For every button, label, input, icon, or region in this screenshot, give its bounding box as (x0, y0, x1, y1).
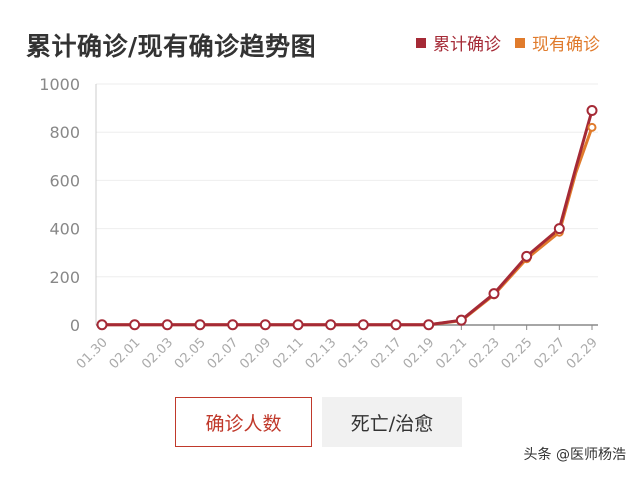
legend-swatch-cumulative (416, 37, 426, 48)
data-point-s0 (390, 319, 402, 331)
x-tick-label: 02.27 (531, 335, 568, 372)
y-tick-label: 200 (49, 268, 80, 287)
data-point-s0 (96, 319, 108, 331)
x-tick-label: 02.09 (237, 335, 274, 372)
series-line-1 (102, 126, 594, 327)
y-tick-label: 400 (49, 220, 80, 239)
line-chart: 0200400600800100001.3002.0102.0302.0502.… (39, 75, 601, 372)
legend-swatch-current (515, 37, 525, 48)
data-point-s0 (455, 314, 467, 326)
data-point-s0 (553, 223, 565, 235)
chart-title: 累计确诊/现有确诊趋势图 (26, 32, 317, 61)
x-tick-label: 02.13 (303, 335, 340, 372)
data-point-s0 (521, 250, 533, 262)
data-point-s0 (586, 105, 598, 117)
data-point-s0 (161, 319, 173, 331)
x-tick-label: 02.15 (335, 335, 372, 372)
y-tick-label: 1000 (39, 75, 80, 94)
x-tick-label: 02.07 (205, 335, 242, 372)
x-tick-label: 02.25 (499, 335, 536, 372)
watermark: 头条 @医师杨浩 (523, 447, 626, 463)
x-tick-label: 02.19 (401, 335, 438, 372)
legend-item-current[interactable]: 现有确诊 (515, 30, 600, 55)
deaths-recoveries-button[interactable]: 死亡/治愈 (322, 397, 462, 447)
data-point-s0 (259, 319, 271, 331)
x-tick-label: 02.03 (139, 335, 176, 372)
data-point-s0 (292, 319, 304, 331)
x-tick-label: 02.17 (368, 335, 405, 372)
legend-label-current: 现有确诊 (532, 35, 600, 55)
x-tick-label: 01.30 (74, 335, 111, 372)
data-point-s0 (423, 319, 435, 331)
chart-legend: 累计确诊 现有确诊 (416, 30, 600, 55)
x-tick-label: 02.29 (564, 335, 601, 372)
x-tick-label: 02.11 (270, 335, 307, 372)
y-tick-label: 0 (70, 316, 80, 335)
data-point-s0 (129, 319, 141, 331)
view-toggle: 确诊人数 死亡/治愈 (175, 397, 462, 447)
data-point-s1 (587, 122, 597, 132)
x-tick-label: 02.05 (172, 335, 209, 372)
data-point-s0 (227, 319, 239, 331)
legend-label-cumulative: 累计确诊 (433, 35, 501, 55)
confirmed-count-button[interactable]: 确诊人数 (175, 397, 312, 447)
x-tick-label: 02.01 (107, 335, 144, 372)
y-tick-label: 800 (49, 123, 80, 142)
x-tick-label: 02.21 (433, 335, 470, 372)
data-point-s0 (325, 319, 337, 331)
series-line-0 (102, 110, 594, 327)
data-point-s0 (194, 319, 206, 331)
y-tick-label: 600 (49, 171, 80, 190)
x-tick-label: 02.23 (466, 335, 503, 372)
data-point-s0 (488, 288, 500, 300)
data-point-s0 (357, 319, 369, 331)
legend-item-cumulative[interactable]: 累计确诊 (416, 30, 501, 55)
